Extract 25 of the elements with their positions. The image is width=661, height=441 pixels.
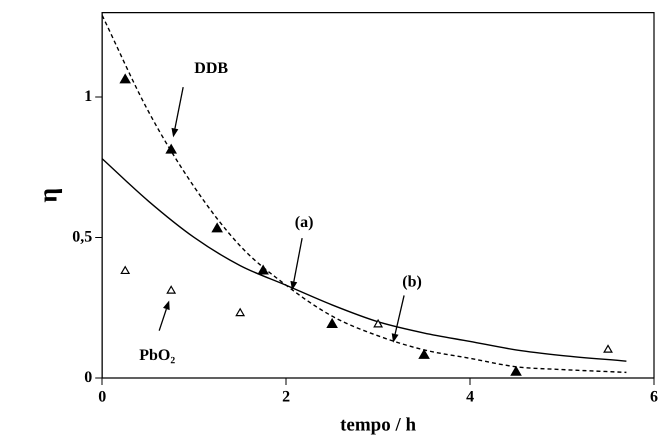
point bbox=[374, 319, 383, 328]
point bbox=[166, 286, 176, 294]
x-tick-label: 6 bbox=[650, 388, 658, 406]
point bbox=[604, 344, 613, 353]
annotation: (a) bbox=[294, 214, 314, 232]
annotation: PbO₂ bbox=[139, 346, 176, 364]
point bbox=[120, 74, 131, 84]
point bbox=[120, 266, 130, 274]
annotation: (b) bbox=[402, 274, 422, 291]
y-tick-label: 0 bbox=[84, 369, 92, 386]
point bbox=[326, 318, 338, 328]
point bbox=[236, 308, 245, 316]
y-tick-label: 0,5 bbox=[72, 228, 92, 246]
annotation: DDB bbox=[194, 60, 228, 78]
y-tick-label: 1 bbox=[84, 88, 92, 106]
y-axis-title: η bbox=[33, 188, 62, 203]
point bbox=[212, 222, 223, 232]
point bbox=[258, 265, 269, 275]
x-axis-title: tempo / h bbox=[340, 414, 417, 436]
point bbox=[166, 144, 177, 154]
point bbox=[418, 349, 430, 359]
point bbox=[510, 366, 522, 376]
x-tick-label: 4 bbox=[466, 388, 474, 406]
x-tick-label: 2 bbox=[282, 388, 290, 406]
x-tick-label: 0 bbox=[98, 388, 106, 406]
